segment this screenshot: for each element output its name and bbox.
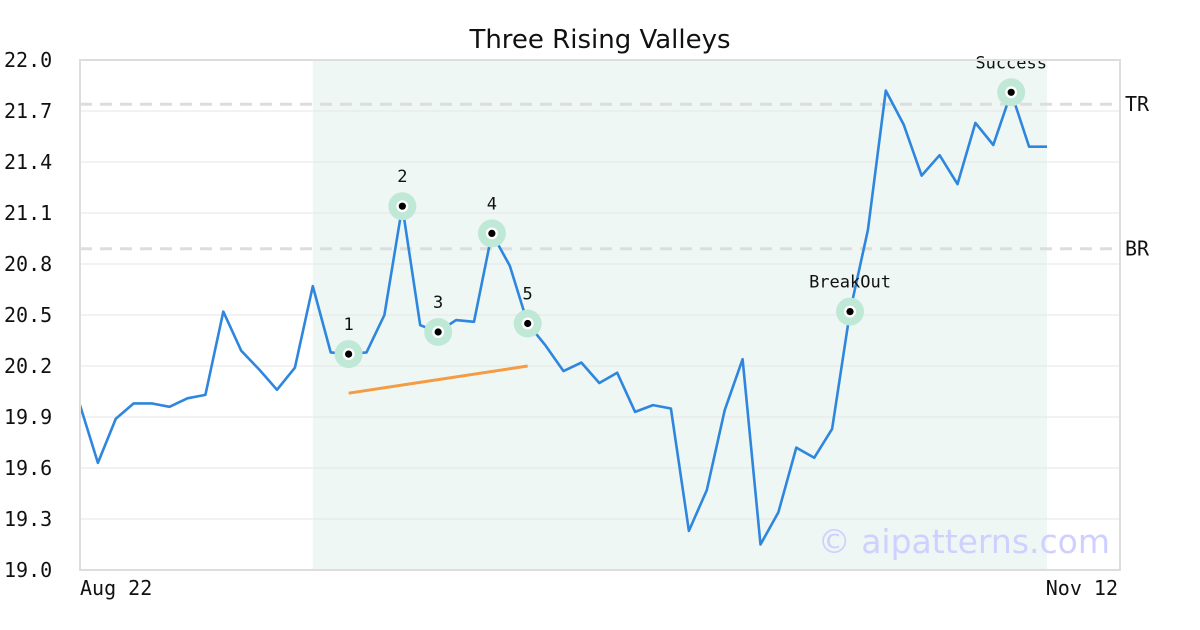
- marker-label: BreakOut: [809, 273, 891, 293]
- y-tick-label: 20.8: [4, 252, 52, 276]
- y-tick-label: 19.9: [4, 405, 52, 429]
- y-tick-label: 22.0: [4, 48, 52, 72]
- y-tick-label: 20.5: [4, 303, 52, 327]
- y-tick-label: 19.0: [4, 558, 52, 582]
- marker-dot: [1007, 88, 1015, 96]
- marker-dot: [434, 328, 442, 336]
- x-tick-label-end: Nov 12: [1046, 576, 1118, 600]
- marker-dot: [345, 350, 353, 358]
- marker-label: Success: [975, 53, 1047, 73]
- level-label-br: BR: [1125, 237, 1150, 261]
- marker-label: 1: [343, 315, 353, 335]
- marker-label: 3: [433, 293, 443, 313]
- x-tick-label-start: Aug 22: [80, 576, 152, 600]
- marker-dot: [488, 229, 496, 237]
- y-tick-label: 19.6: [4, 456, 52, 480]
- level-label-tr: TR: [1125, 92, 1150, 116]
- y-tick-label: 21.4: [4, 150, 52, 174]
- marker-label: 2: [397, 167, 407, 187]
- marker-dot: [846, 308, 854, 316]
- plot-frame: [79, 59, 1121, 571]
- y-tick-label: 21.7: [4, 99, 52, 123]
- trend-line: [348, 364, 528, 395]
- y-tick-label: 20.2: [4, 354, 52, 378]
- marker-label: 4: [487, 194, 497, 214]
- watermark: © aipatterns.com: [818, 522, 1110, 561]
- price-line: [78, 89, 1047, 546]
- chart-title: Three Rising Valleys: [468, 25, 730, 55]
- marker-dot: [398, 202, 406, 210]
- marker-label: 5: [523, 285, 533, 305]
- marker-dot: [524, 319, 532, 328]
- y-tick-label: 19.3: [4, 507, 52, 531]
- y-tick-label: 21.1: [4, 201, 52, 225]
